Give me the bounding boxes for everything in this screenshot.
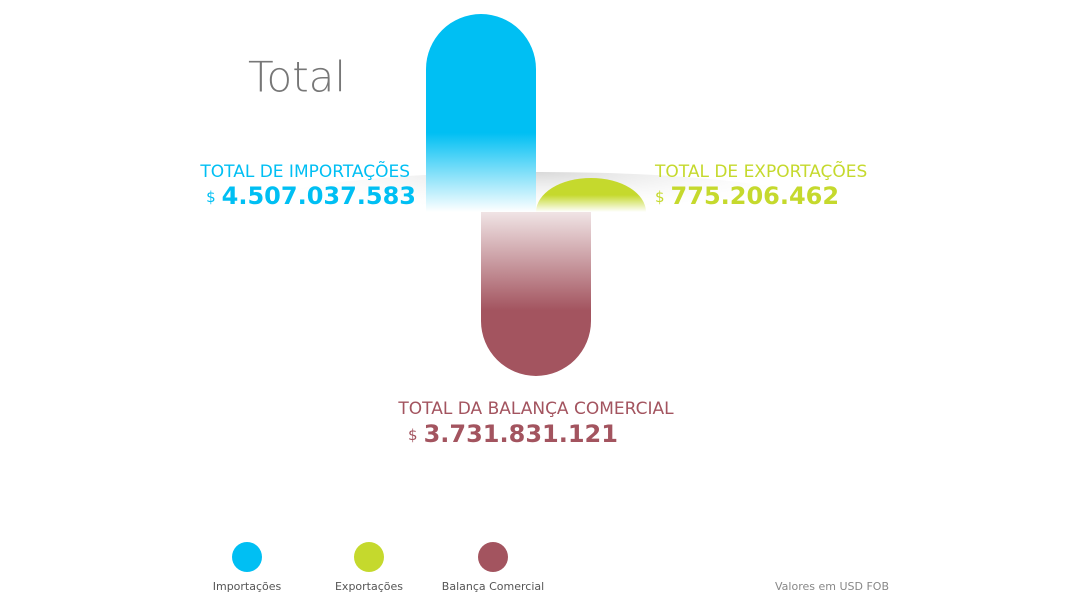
bar <box>481 212 591 376</box>
series-label: TOTAL DE IMPORTAÇÕES <box>199 160 410 182</box>
value: 3.731.831.121 <box>424 420 618 448</box>
value-label: $775.206.462 <box>655 182 839 210</box>
series-label: TOTAL DA BALANÇA COMERCIAL <box>397 399 674 419</box>
value: 4.507.037.583 <box>222 182 416 210</box>
currency: $ <box>408 426 418 444</box>
legend-swatch <box>354 542 384 572</box>
legend-label: Exportações <box>335 580 403 593</box>
chart-title: Total <box>248 53 346 102</box>
currency: $ <box>206 188 216 206</box>
legend-label: Importações <box>213 580 282 593</box>
currency: $ <box>655 188 665 206</box>
bar <box>426 14 536 213</box>
value-label: $4.507.037.583 <box>206 182 416 210</box>
note: Valores em USD FOB <box>775 580 889 593</box>
legend-swatch <box>478 542 508 572</box>
value-label: $3.731.831.121 <box>408 420 618 448</box>
legend-swatch <box>232 542 262 572</box>
series-label: TOTAL DE EXPORTAÇÕES <box>654 160 867 182</box>
bar <box>536 177 646 212</box>
legend-label: Balança Comercial <box>442 580 544 593</box>
value: 775.206.462 <box>671 182 840 210</box>
